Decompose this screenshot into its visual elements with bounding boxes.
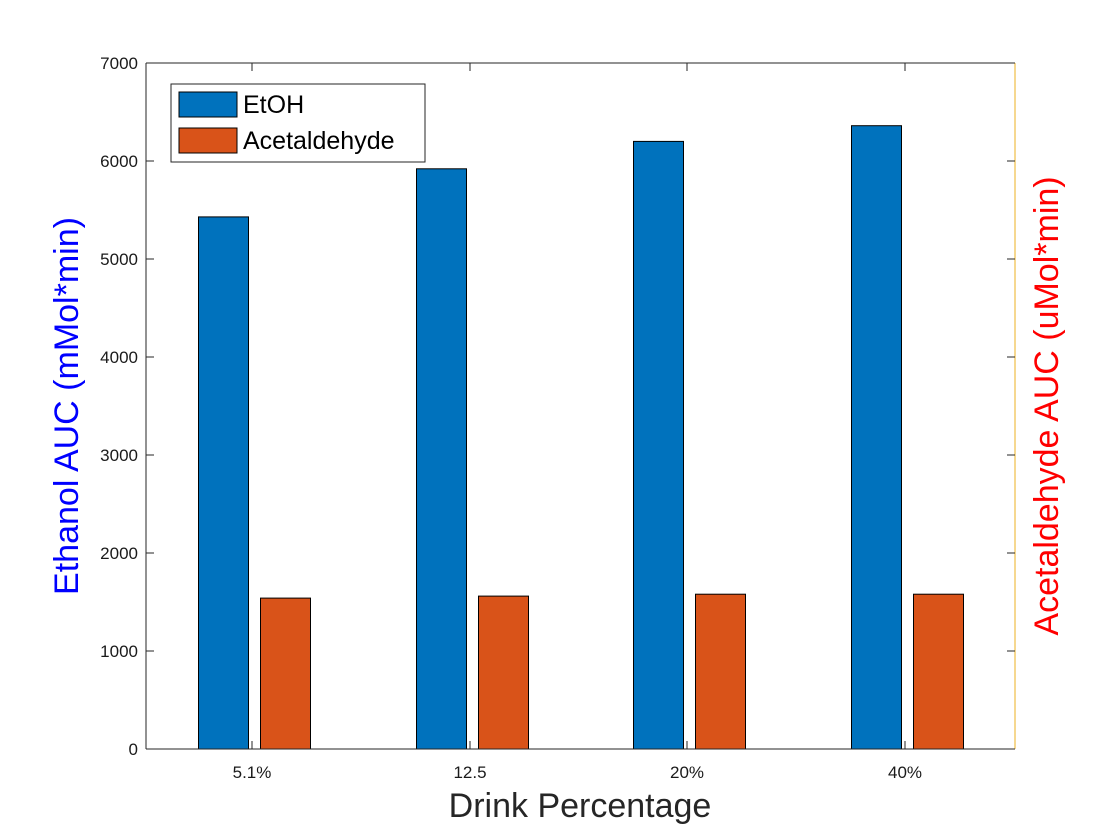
- bar-acetaldehyde-3: [913, 593, 964, 750]
- y-axis-title-left: Ethanol AUC (mMol*min): [48, 217, 86, 595]
- y-tick-label: 4000: [100, 348, 138, 367]
- legend-label-acetaldehyde: Acetaldehyde: [243, 127, 395, 155]
- bar-etoh-0: [198, 216, 249, 750]
- bar-etoh-2: [633, 140, 684, 750]
- legend: EtOH Acetaldehyde: [170, 83, 426, 163]
- bar-acetaldehyde-1: [478, 595, 529, 750]
- x-tick-label: 20%: [670, 763, 704, 782]
- y-tick-label: 0: [129, 740, 138, 759]
- y-tick-label: 6000: [100, 152, 138, 171]
- bar-acetaldehyde-2: [695, 593, 746, 750]
- legend-swatch-acetaldehyde: [178, 127, 238, 154]
- y-tick-label: 5000: [100, 250, 138, 269]
- legend-swatch-etoh: [178, 91, 238, 118]
- y-tick-label: 1000: [100, 642, 138, 661]
- x-tick-label: 40%: [888, 763, 922, 782]
- x-ticks: 5.1% 12.5 20% 40%: [233, 63, 922, 782]
- axes-layer: [145, 62, 1016, 750]
- x-tick-label: 5.1%: [233, 763, 272, 782]
- bars-layer: [198, 125, 964, 750]
- bar-etoh-3: [851, 125, 902, 750]
- y-axis-title-right: Acetaldehyde AUC (uMol*min): [1028, 176, 1066, 635]
- y-ticks: 0 1000 2000 3000 4000 5000 6000 7000: [100, 54, 1015, 759]
- y-tick-label: 2000: [100, 544, 138, 563]
- bar-etoh-1: [416, 168, 467, 750]
- y-tick-label: 3000: [100, 446, 138, 465]
- bar-acetaldehyde-0: [260, 597, 311, 750]
- x-tick-label: 12.5: [453, 763, 486, 782]
- y-tick-label: 7000: [100, 54, 138, 73]
- legend-label-etoh: EtOH: [243, 91, 304, 119]
- x-axis-title: Drink Percentage: [449, 787, 712, 825]
